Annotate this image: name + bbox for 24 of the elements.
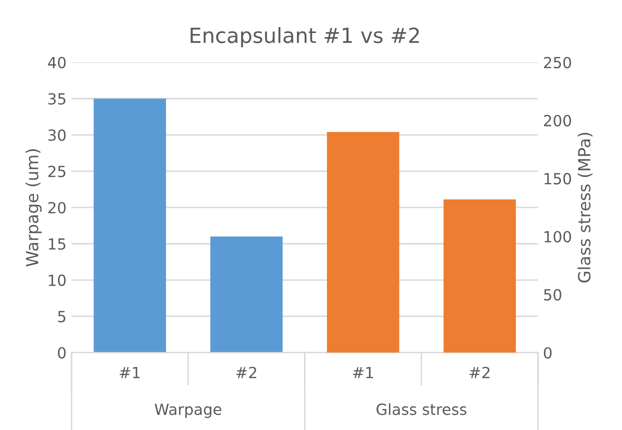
y2-tick-label: 250 (544, 56, 572, 68)
y2-tick-label: 200 (544, 114, 572, 126)
y-tick-label: 25 (48, 166, 66, 178)
y-tick-label: 30 (48, 129, 66, 141)
y-tick-label: 40 (48, 56, 66, 68)
y-tick-label: 10 (48, 274, 66, 286)
y2-axis-title: Glass stress (MPa) (578, 132, 592, 283)
y-tick-label: 20 (48, 202, 66, 214)
y2-tick-label: 0 (544, 347, 552, 359)
y-tick-label: 0 (58, 347, 66, 359)
y2-tick-label: 50 (544, 289, 562, 301)
text: Warpage (154, 404, 222, 418)
x-tick-label: #2 (236, 366, 256, 378)
y-tick-label: 15 (48, 238, 66, 250)
y2-tick-label: 100 (544, 230, 572, 243)
y2-tick-label: 150 (544, 172, 572, 184)
chart-title: Encapsulant #1 vs #2 (190, 27, 419, 48)
y-tick-label: 5 (58, 310, 66, 322)
y-tick-label: 35 (48, 93, 66, 105)
text: Glass stress (376, 403, 466, 416)
x-tick-label: #1 (353, 366, 373, 378)
y-axis-title: Warpage (um) (26, 149, 42, 267)
x-tick-label: #1 (120, 366, 140, 378)
x-tick-label: #2 (470, 366, 490, 378)
